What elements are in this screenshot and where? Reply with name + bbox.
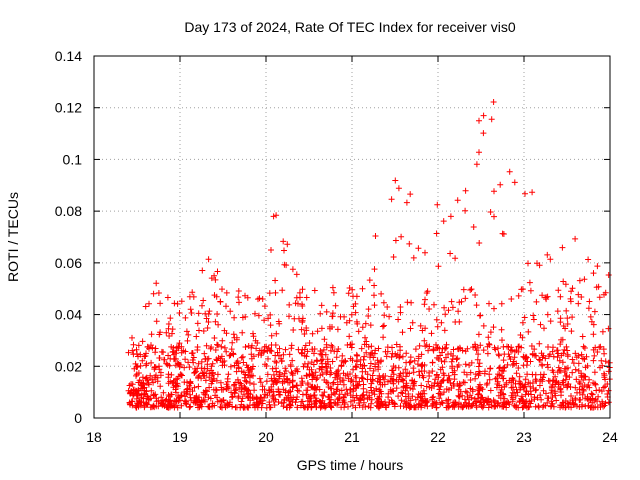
y-tick-label: 0.08 — [55, 203, 82, 219]
x-tick-label: 24 — [602, 429, 618, 445]
x-tick-label: 22 — [430, 429, 446, 445]
y-tick-label: 0.06 — [55, 255, 82, 271]
y-tick-label: 0.04 — [55, 307, 82, 323]
x-tick-label: 23 — [516, 429, 532, 445]
gridlines — [94, 56, 610, 418]
y-tick-label: 0.1 — [63, 151, 83, 167]
x-tick-label: 20 — [258, 429, 274, 445]
data-points — [125, 99, 613, 411]
y-tick-label: 0.14 — [55, 48, 82, 64]
y-axis-label: ROTI / TECUs — [5, 192, 21, 282]
x-tick-labels: 18 19 20 21 22 23 24 — [86, 429, 618, 445]
chart-title: Day 173 of 2024, Rate Of TEC Index for r… — [184, 19, 515, 35]
x-tick-label: 18 — [86, 429, 102, 445]
y-tick-label: 0.02 — [55, 358, 82, 374]
roti-markers — [125, 99, 613, 411]
x-tick-label: 19 — [172, 429, 188, 445]
x-axis-label: GPS time / hours — [297, 457, 404, 473]
axis-ticks — [93, 55, 611, 419]
y-tick-label: 0 — [74, 410, 82, 426]
y-tick-labels: 0 0.02 0.04 0.06 0.08 0.1 0.12 0.14 — [55, 48, 82, 426]
y-tick-label: 0.12 — [55, 100, 82, 116]
x-tick-label: 21 — [344, 429, 360, 445]
